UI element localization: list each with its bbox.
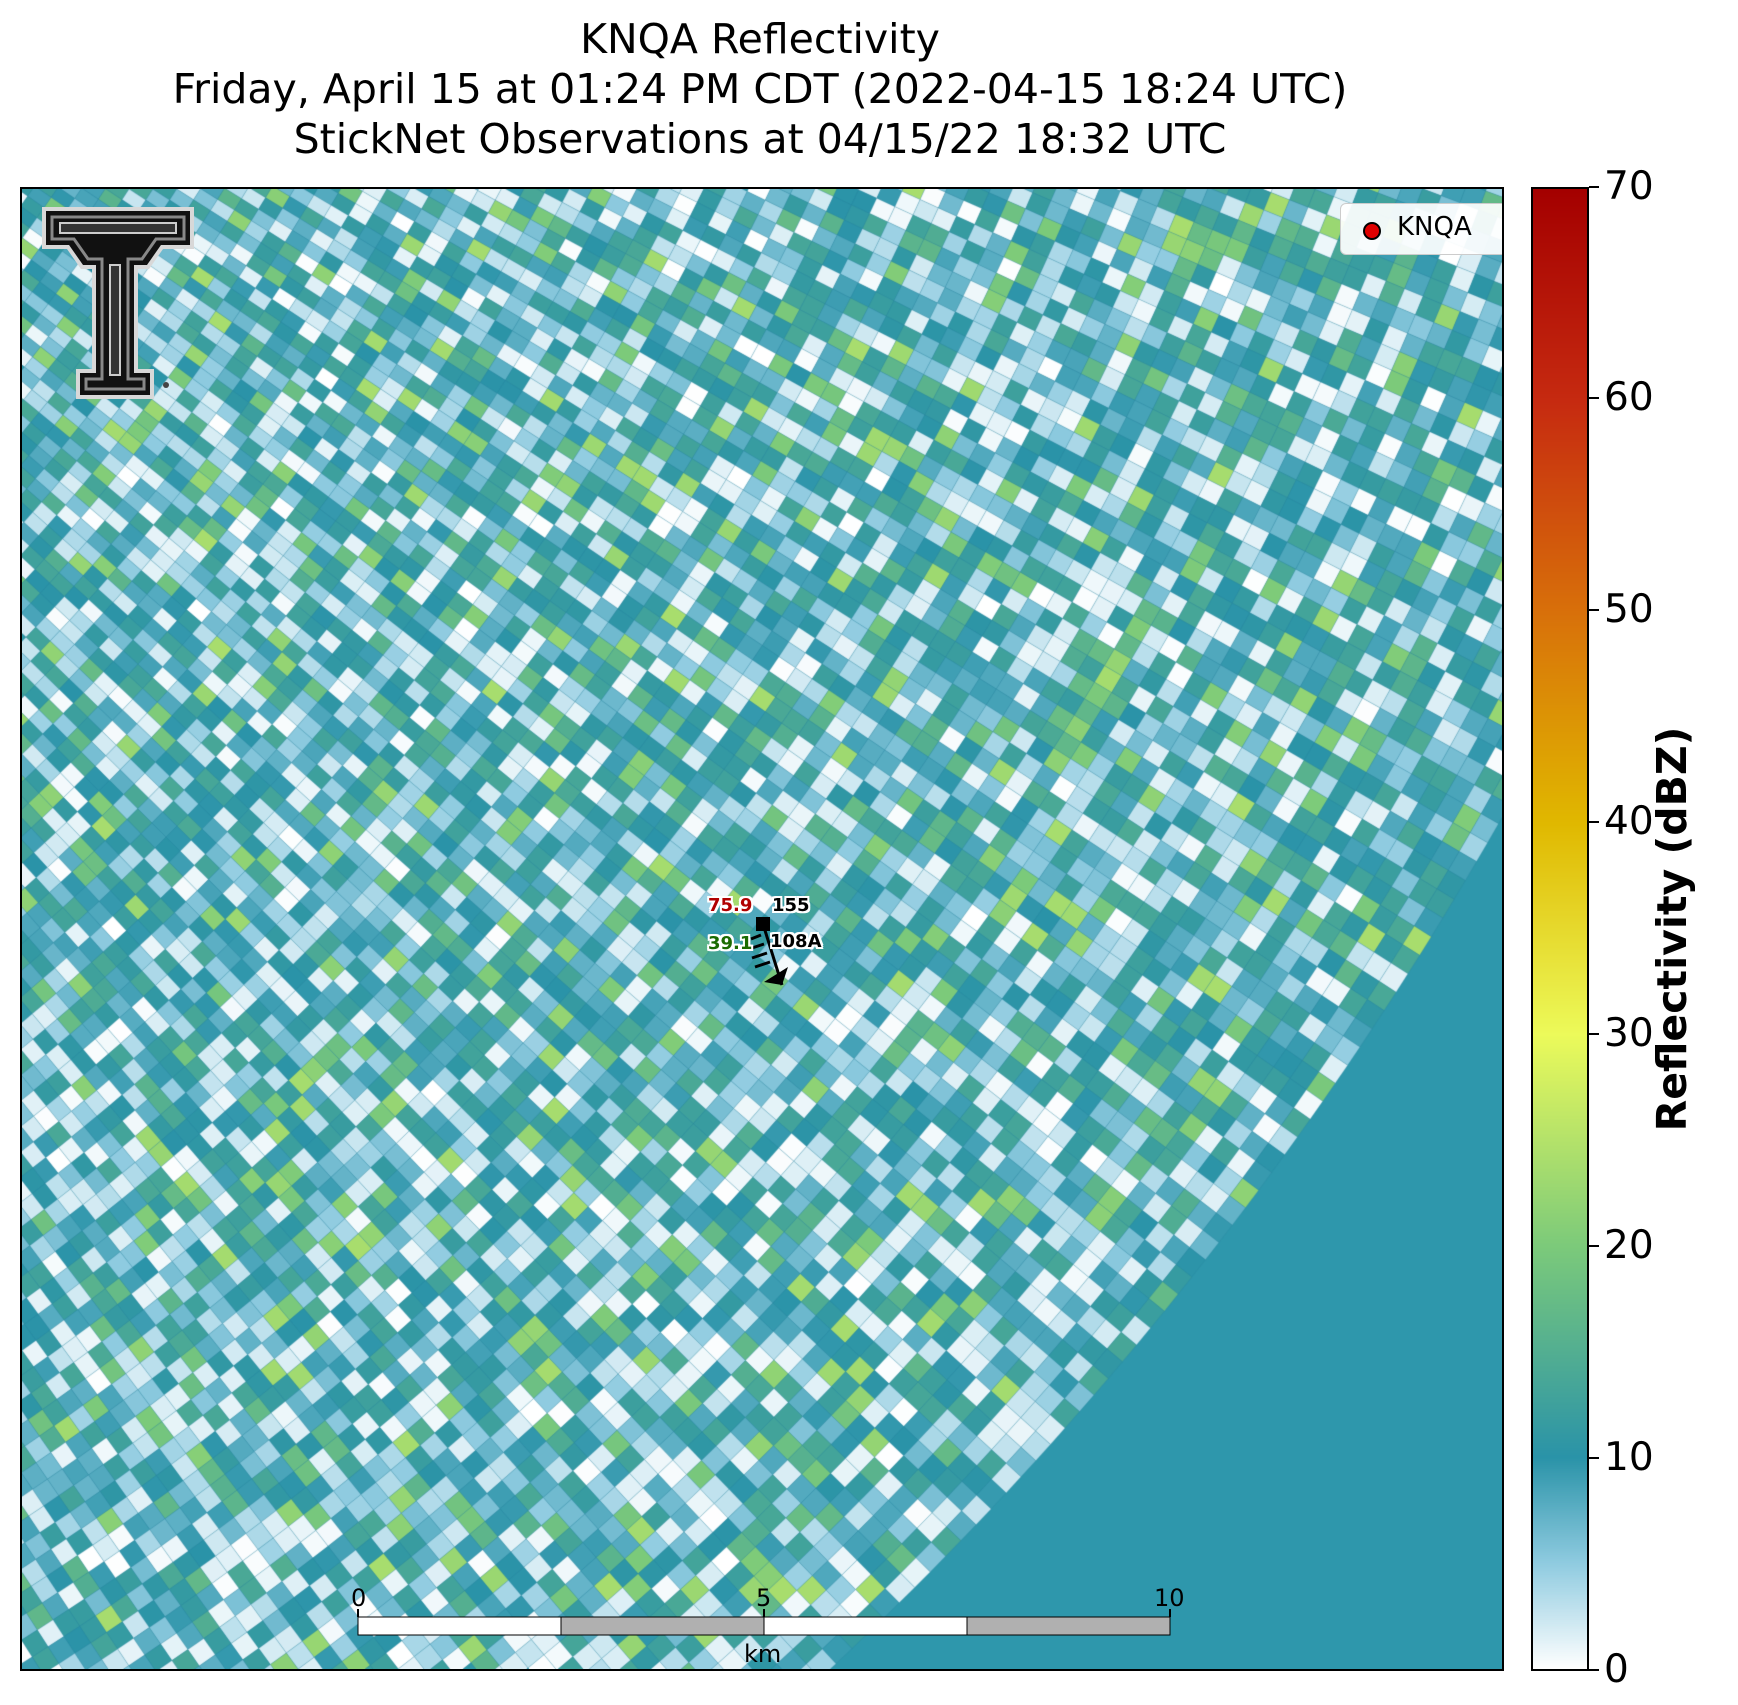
colorbar-tick-mark: [1589, 1033, 1599, 1035]
scalebar-tick-10: 10: [1154, 1584, 1185, 1612]
colorbar-tick-60: 60: [1604, 375, 1654, 420]
colorbar-tick-mark: [1589, 821, 1599, 823]
colorbar-title: Reflectivity (dBZ): [1648, 726, 1696, 1132]
colorbar-tick-mark: [1589, 186, 1599, 188]
colorbar-tick-0: 0: [1604, 1647, 1629, 1692]
colorbar-tick-50: 50: [1604, 587, 1654, 632]
colorbar-tick-10: 10: [1604, 1435, 1654, 1480]
station-108a-marker[interactable]: [748, 917, 788, 986]
legend-label: KNQA: [1397, 212, 1472, 242]
colorbar-gradient: [1533, 189, 1587, 1669]
colorbar-tick-70: 70: [1604, 164, 1654, 209]
station-pressure: 155: [772, 895, 810, 916]
colorbar-tick-20: 20: [1604, 1223, 1654, 1268]
colorbar-tick-mark: [1589, 397, 1599, 399]
title-line-2: Friday, April 15 at 01:24 PM CDT (2022-0…: [172, 65, 1348, 113]
station-dewpoint: 39.1: [708, 933, 753, 954]
texas-tech-double-t-logo: [42, 207, 194, 399]
radar-site-marker-icon: [1363, 222, 1381, 240]
colorbar-tick-mark: [1589, 1669, 1599, 1671]
wind-barb-icon: [748, 923, 788, 986]
station-id: 108A: [770, 931, 822, 952]
colorbar-tick-mark: [1589, 1245, 1599, 1247]
radar-map[interactable]: KNQA 75.9 155 39.1 108A 0 5 10 km: [20, 187, 1504, 1671]
colorbar-tick-30: 30: [1604, 1011, 1654, 1056]
scale-bar: [357, 1609, 1171, 1636]
colorbar-tick-mark: [1589, 1457, 1599, 1459]
scalebar-unit: km: [744, 1640, 782, 1668]
map-legend: KNQA: [1340, 203, 1502, 255]
title-line-1: KNQA Reflectivity: [580, 15, 940, 63]
station-temperature: 75.9: [708, 895, 753, 916]
map-overlay: [42, 207, 1171, 1636]
colorbar: [1531, 187, 1589, 1671]
title-line-3: StickNet Observations at 04/15/22 18:32 …: [293, 115, 1227, 163]
scalebar-tick-0: 0: [351, 1584, 367, 1612]
scalebar-tick-5: 5: [756, 1584, 772, 1612]
colorbar-tick-40: 40: [1604, 799, 1654, 844]
colorbar-tick-mark: [1589, 609, 1599, 611]
